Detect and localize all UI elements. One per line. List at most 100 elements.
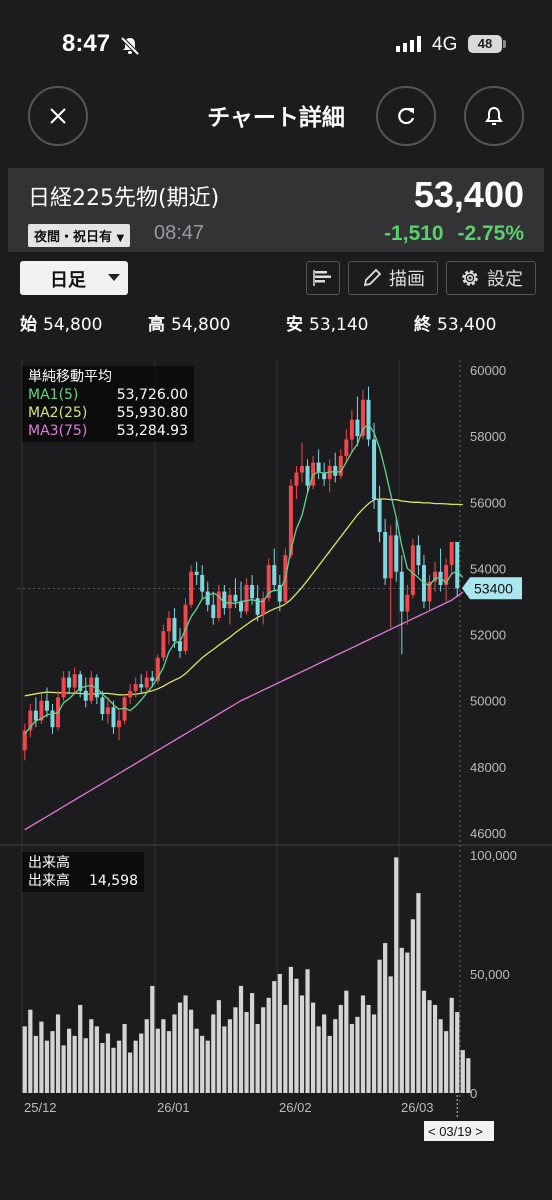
volume-bar: [444, 1031, 449, 1093]
volume-bar: [39, 1021, 44, 1093]
candle-body: [44, 700, 49, 711]
candle-body: [355, 419, 360, 437]
volume-bar: [183, 995, 188, 1093]
volume-bar: [205, 1040, 210, 1093]
draw-button[interactable]: 描画: [348, 261, 438, 295]
candle-body: [50, 710, 55, 728]
date-tick-label: 26/02: [279, 1100, 312, 1115]
settings-label: 設定: [487, 269, 523, 290]
session-time: 08:47: [154, 222, 205, 244]
ticker-name: 日経225先物(期近): [28, 186, 220, 211]
refresh-button[interactable]: [376, 86, 436, 146]
close-button[interactable]: [28, 86, 88, 146]
price-tick-label: 60000: [470, 363, 506, 378]
volume-tick-label: 50,000: [470, 967, 510, 982]
volume-bar: [238, 985, 244, 1093]
volume-bar: [172, 1014, 177, 1093]
volume-bar: [33, 1035, 38, 1093]
candle-body: [200, 575, 205, 592]
open-value: 54,800: [43, 315, 103, 335]
candle-body: [433, 571, 438, 582]
volume-bar: [272, 981, 277, 1093]
candle-body: [122, 697, 127, 721]
price-tick-label: 56000: [470, 495, 506, 510]
volume-bar: [150, 985, 155, 1093]
volume-bar: [249, 993, 255, 1093]
candle-body: [266, 565, 271, 599]
volume-bar: [94, 1026, 99, 1093]
status-bar: 8:47 4G 48: [0, 0, 552, 90]
date-tick-label: 26/03: [401, 1100, 434, 1115]
volume-bar: [28, 1009, 33, 1093]
indicator-list-button[interactable]: [306, 261, 340, 295]
ma1-name: MA1(5): [28, 387, 79, 403]
candle-body: [33, 710, 38, 721]
candle-body: [22, 730, 27, 751]
volume-legend: 出来高 出来高 14,598: [22, 852, 144, 892]
ma-legend: 単純移動平均 MA1(5) 53,726.00 MA2(25) 55,930.8…: [22, 366, 194, 442]
volume-bar: [366, 1004, 371, 1093]
gear-icon: [462, 270, 478, 286]
volume-bar: [338, 1004, 343, 1093]
ohlc-open: 始 54,800: [20, 310, 102, 335]
volume-bar: [449, 997, 454, 1093]
candle-body: [72, 674, 77, 688]
candle-body: [338, 455, 343, 476]
price-tick-label: 48000: [470, 760, 506, 775]
close-label: 終: [414, 315, 431, 335]
candle-body: [383, 532, 388, 579]
volume-bar: [377, 959, 382, 1093]
candle-body: [128, 690, 133, 698]
volume-bar: [410, 919, 415, 1093]
session-select[interactable]: 夜間・祝日有 ▼: [28, 224, 131, 247]
bell-icon: [485, 106, 503, 125]
volume-bar: [78, 1004, 83, 1093]
candle-body: [250, 584, 255, 599]
candle-body: [61, 677, 66, 698]
volume-bar: [89, 1019, 94, 1093]
candle-body: [366, 399, 371, 440]
candle-body: [155, 657, 160, 681]
change-value: -1,510: [384, 222, 444, 245]
period-select[interactable]: 日足: [20, 261, 128, 295]
volume-bar: [44, 1040, 50, 1093]
high-label: 高: [148, 315, 165, 335]
volume-bar: [432, 1004, 438, 1093]
ticker-change: -1,510 -2.75%: [384, 222, 524, 246]
volume-bar: [100, 1043, 105, 1093]
candle-body: [272, 565, 277, 585]
candle-body: [360, 399, 365, 437]
volume-bar: [67, 1028, 72, 1093]
candle-body: [305, 465, 310, 486]
volume-bar: [283, 1004, 288, 1093]
volume-bar: [233, 1007, 238, 1093]
volume-bar: [144, 1019, 149, 1093]
candle-body: [410, 545, 415, 595]
volume-bar: [116, 1040, 122, 1093]
caret-down-icon: [108, 274, 120, 281]
bars-icon: [313, 270, 331, 286]
volume-bar: [266, 997, 271, 1093]
candle-body: [333, 465, 338, 476]
price-chart[interactable]: 60000 58000 56000 54000 52000 50000 48000 46000…: [0, 355, 552, 1145]
crosshair-date-label: < 03/19 >: [428, 1124, 483, 1139]
volume-bar: [166, 1031, 172, 1093]
volume-tick-label: 0: [470, 1086, 477, 1101]
ma3-row: MA3(75) 53,284.93: [28, 422, 188, 440]
battery-icon: 48: [468, 35, 502, 53]
settings-button[interactable]: 設定: [446, 261, 536, 295]
alert-button[interactable]: [464, 86, 524, 146]
volume-bar: [277, 974, 282, 1093]
candle-body: [405, 594, 410, 612]
candle-body: [178, 641, 183, 652]
candle-body: [89, 677, 94, 701]
volume-bar: [455, 1012, 460, 1093]
volume-row: 出来高 14,598: [28, 872, 138, 890]
candle-body: [216, 591, 221, 619]
candle-body: [255, 598, 260, 615]
open-label: 始: [20, 315, 37, 335]
volume-bar: [405, 952, 410, 1093]
ohlc-close: 終 53,400: [414, 310, 496, 335]
ma1-line: [24, 423, 464, 735]
volume-bar: [122, 1023, 127, 1093]
